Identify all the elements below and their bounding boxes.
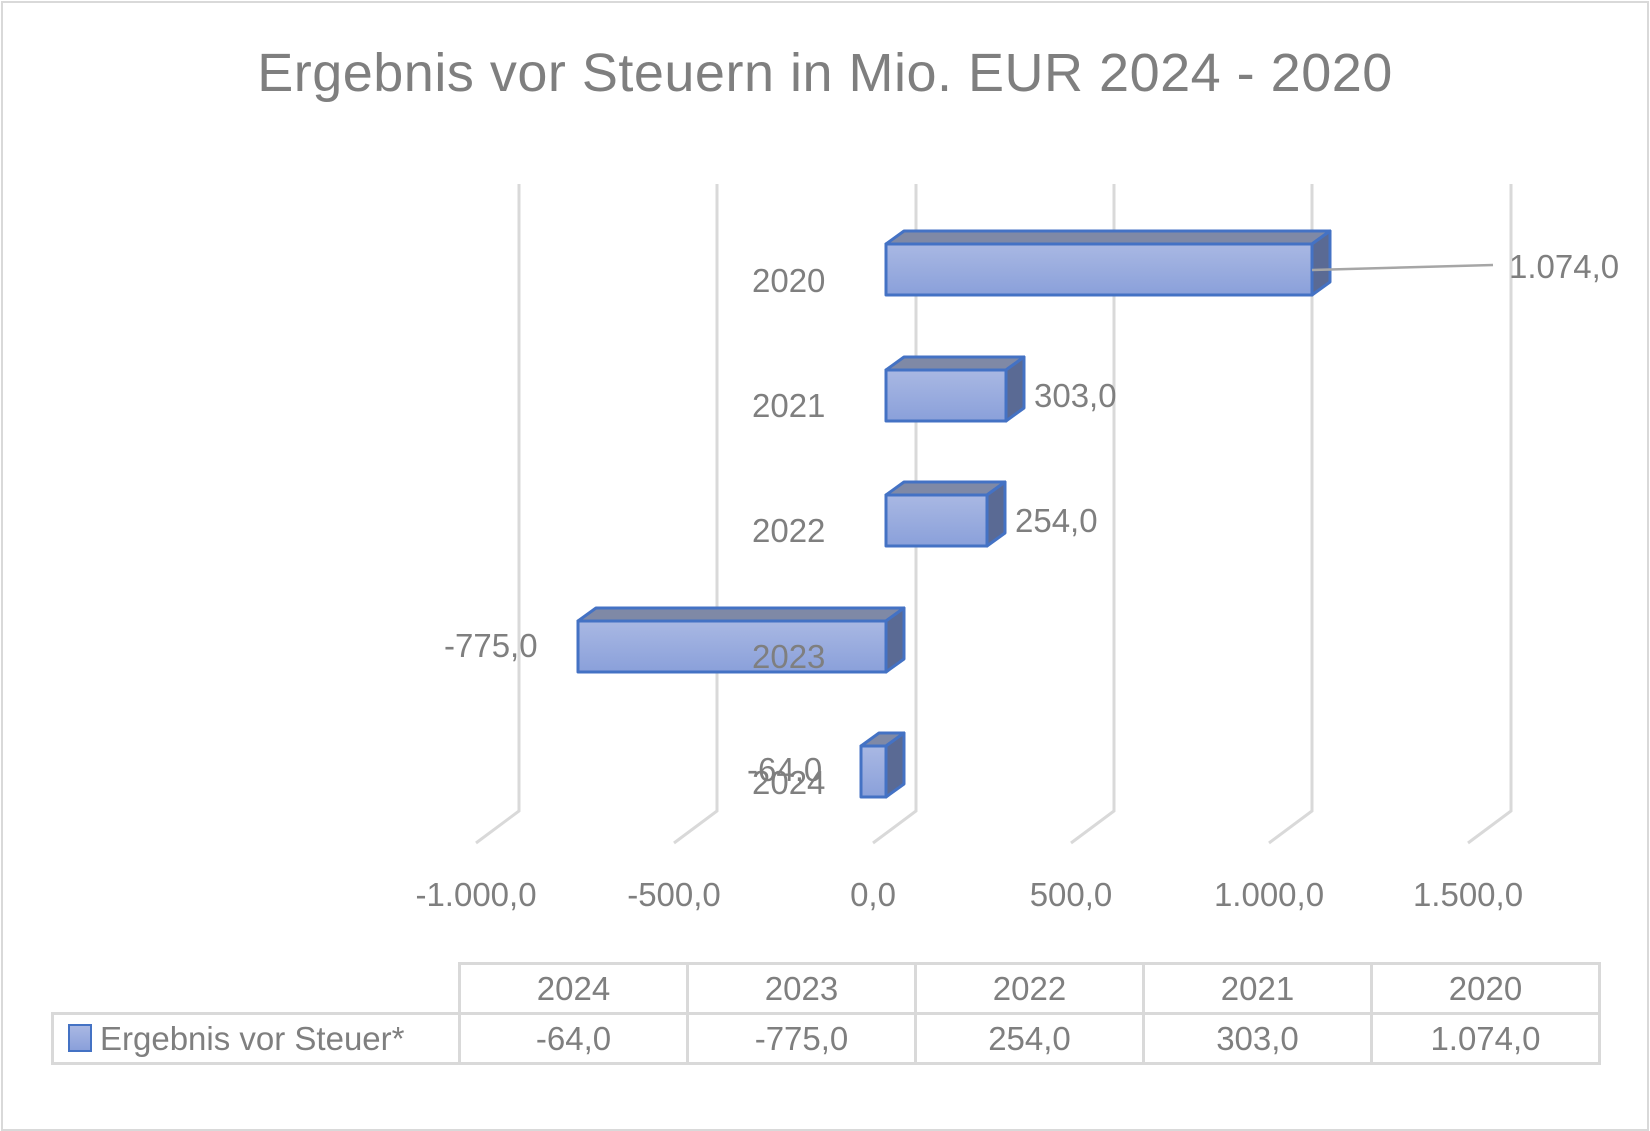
bar-2022 (884, 480, 1007, 548)
data-table-cell: -775,0 (686, 1012, 917, 1065)
bar-2024 (859, 731, 906, 799)
data-table: 2024 2023 2022 2021 2020 Ergebnis vor St… (51, 962, 1601, 1065)
data-table-header: 2020 (1370, 962, 1601, 1015)
data-table-header: 2022 (914, 962, 1145, 1015)
legend-swatch-icon (68, 1023, 92, 1052)
x-tick: 500,0 (1029, 876, 1113, 913)
chart-title: Ergebnis vor Steuern in Mio. EUR 2024 - … (257, 43, 1393, 103)
data-label-2021: 303,0 (1034, 377, 1117, 414)
data-label-2020: 1.074,0 (1509, 248, 1620, 285)
data-table-cell: 303,0 (1142, 1012, 1373, 1065)
data-table-header: 2023 (686, 962, 917, 1015)
x-tick: 1.500,0 (1412, 876, 1524, 913)
data-table-cell: 254,0 (914, 1012, 1145, 1065)
x-tick: -500,0 (627, 876, 721, 913)
data-table-header: 2021 (1142, 962, 1373, 1015)
bar-2021 (884, 355, 1026, 423)
legend-label: Ergebnis vor Steuer* (100, 1019, 405, 1057)
data-label-2023: -775,0 (444, 627, 538, 664)
data-table-cell: 1.074,0 (1370, 1012, 1601, 1065)
data-label-2024: -64,0 (747, 751, 823, 788)
legend-entry: Ergebnis vor Steuer* (51, 1012, 461, 1065)
leader-line (1311, 263, 1494, 272)
category-label-2021: 2021 (752, 387, 826, 424)
x-tick: -1.000,0 (415, 876, 537, 913)
x-tick: 1.000,0 (1213, 876, 1325, 913)
bar-2023 (576, 606, 906, 674)
category-label-2022: 2022 (752, 512, 826, 549)
gridlines (475, 184, 1513, 845)
x-tick: 0,0 (850, 876, 896, 913)
category-label-2024: 2024 (752, 764, 826, 801)
data-table-row: Ergebnis vor Steuer* -64,0 -775,0 254,0 … (51, 1012, 1601, 1065)
category-label-2020: 2020 (752, 262, 826, 299)
data-table-header: 2024 (458, 962, 689, 1015)
bar-2020 (884, 229, 1332, 297)
data-table-header-row: 2024 2023 2022 2021 2020 (53, 962, 1601, 1015)
data-table-cell: -64,0 (458, 1012, 689, 1065)
category-label-2023: 2023 (752, 638, 826, 675)
data-label-2022: 254,0 (1015, 502, 1098, 539)
